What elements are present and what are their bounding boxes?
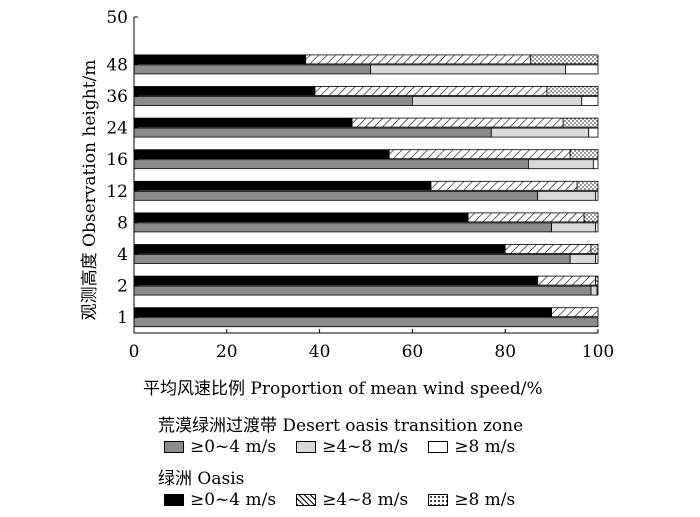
- bar-desert-h36-s2: [581, 96, 599, 106]
- y-tick-label: 1: [117, 308, 128, 328]
- bar-desert-h8-s1: [551, 222, 597, 233]
- bar-oasis-h12-s0: [133, 180, 432, 191]
- x-tick-label: 100: [582, 342, 614, 362]
- x-tick-label: 60: [402, 342, 424, 362]
- y-tick-label: 2: [117, 277, 128, 297]
- y-tick-label: 50: [106, 8, 128, 28]
- bar-oasis-h36-s1: [314, 86, 548, 96]
- bar-desert-h36-s0: [133, 96, 413, 106]
- y-tick-label: 24: [106, 119, 128, 139]
- bar-oasis-h1-s1: [551, 307, 599, 318]
- bar-oasis-h4-s2: [590, 244, 599, 254]
- bar-oasis-h8-s2: [583, 212, 599, 223]
- y-tick-label: 48: [106, 55, 128, 75]
- bar-desert-h1-s0: [133, 317, 599, 328]
- bar-oasis-h16-s1: [388, 149, 571, 160]
- bar-oasis-h24-s0: [133, 117, 353, 128]
- bar-desert-h36-s1: [411, 96, 583, 106]
- bar-oasis-h2-s1: [537, 275, 597, 286]
- y-tick-label: 4: [117, 245, 128, 265]
- y-tick-label: 12: [106, 182, 128, 202]
- axes-layer: [133, 17, 598, 334]
- y-tick-label: 8: [117, 213, 128, 233]
- bar-oasis-h16-s2: [569, 149, 599, 160]
- bar-desert-h4-s2: [595, 254, 599, 264]
- bar-desert-h4-s0: [133, 254, 571, 264]
- bar-oasis-h12-s2: [576, 180, 599, 191]
- bar-desert-h8-s2: [595, 222, 599, 233]
- bar-oasis-h16-s0: [133, 149, 390, 160]
- bar-oasis-h48-s1: [305, 54, 532, 65]
- bar-oasis-h48-s2: [530, 54, 599, 65]
- bar-oasis-h4-s1: [504, 244, 592, 254]
- y-axis-label: 观测高度 Observation height/m: [80, 60, 100, 321]
- bar-oasis-h48-s0: [133, 54, 307, 65]
- y-tick-label: 36: [106, 87, 128, 107]
- bar-oasis-h36-s2: [546, 86, 599, 96]
- bar-desert-h2-s0: [133, 285, 592, 296]
- bar-oasis-h2-s2: [595, 275, 599, 286]
- bar-oasis-h36-s0: [133, 86, 316, 96]
- bar-desert-h4-s1: [569, 254, 597, 264]
- bar-oasis-h24-s2: [562, 117, 599, 128]
- bar-desert-h12-s1: [537, 190, 597, 201]
- bar-desert-h12-s0: [133, 190, 539, 201]
- bar-desert-h8-s0: [133, 222, 553, 233]
- x-axis-label: 平均风速比例 Proportion of mean wind speed/%: [143, 379, 543, 399]
- x-tick-label: 40: [309, 342, 331, 362]
- x-tick-label: 20: [216, 342, 238, 362]
- bar-oasis-h8-s1: [467, 212, 585, 223]
- bar-desert-h12-s2: [595, 190, 599, 201]
- bar-desert-h16-s0: [133, 159, 529, 170]
- bar-desert-h2-s1: [590, 285, 598, 296]
- x-tick-label: 0: [129, 342, 140, 362]
- bar-oasis-h1-s0: [133, 307, 553, 318]
- bar-oasis-h4-s0: [133, 244, 506, 254]
- bar-oasis-h2-s0: [133, 275, 539, 286]
- bar-desert-h48-s1: [370, 64, 566, 75]
- bar-desert-h16-s2: [592, 159, 599, 170]
- bar-desert-h24-s1: [490, 127, 590, 138]
- bar-oasis-h24-s1: [351, 117, 564, 128]
- bar-oasis-h8-s0: [133, 212, 469, 223]
- bar-desert-h2-s2: [596, 285, 599, 296]
- bars-layer: [133, 54, 599, 328]
- bar-desert-h24-s0: [133, 127, 492, 138]
- y-tick-label: 16: [106, 150, 128, 170]
- bar-oasis-h12-s1: [430, 180, 578, 191]
- x-tick-label: 80: [494, 342, 516, 362]
- bar-desert-h16-s1: [528, 159, 594, 170]
- bar-desert-h24-s2: [588, 127, 599, 138]
- bar-desert-h48-s0: [133, 64, 372, 75]
- bar-desert-h48-s2: [565, 64, 599, 75]
